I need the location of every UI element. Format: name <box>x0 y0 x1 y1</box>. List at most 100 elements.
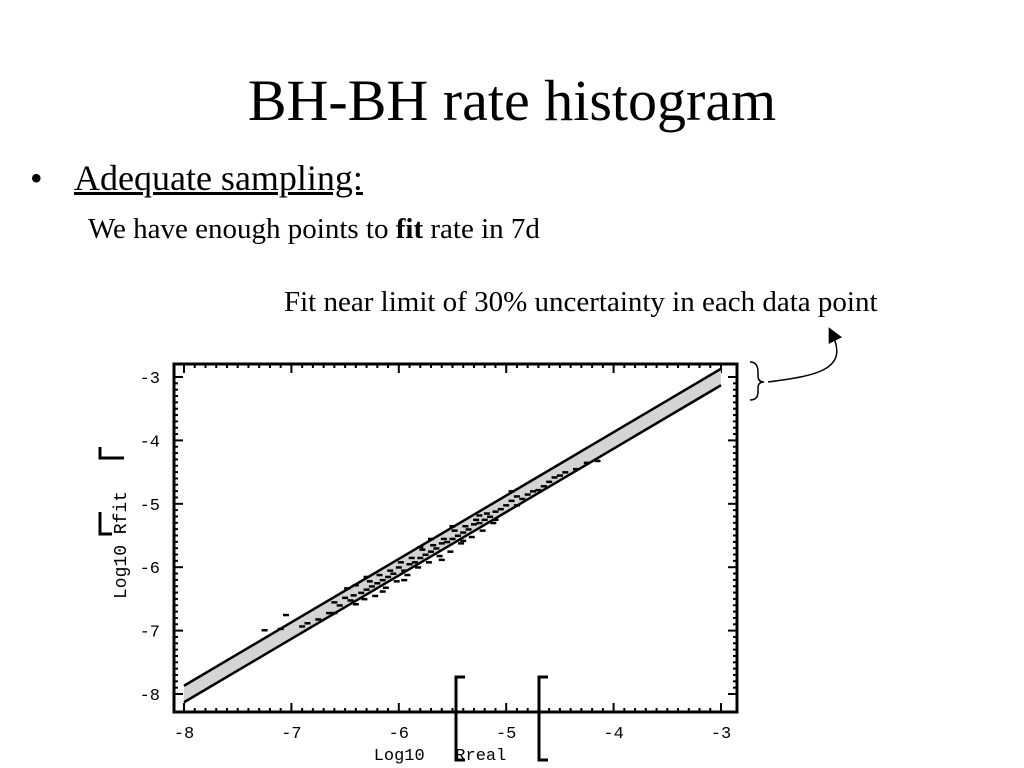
y-tick-label: -5 <box>140 497 160 516</box>
bullet-dot-icon: • <box>30 158 43 198</box>
y-tick-label: -6 <box>140 560 160 579</box>
data-point <box>497 507 504 511</box>
data-point <box>451 529 458 532</box>
data-point <box>363 575 370 579</box>
data-point <box>387 569 394 572</box>
data-point <box>447 550 454 553</box>
bullet-text: Adequate sampling: <box>74 158 363 198</box>
data-point <box>492 518 499 522</box>
data-point <box>535 488 542 492</box>
data-point <box>438 542 445 545</box>
data-point <box>382 586 389 589</box>
data-point <box>583 461 590 465</box>
data-point <box>508 499 515 503</box>
bracket-right-icon <box>537 675 548 762</box>
data-point <box>372 594 379 598</box>
data-point <box>479 529 486 532</box>
bullet-item: • Adequate sampling: <box>30 156 363 200</box>
data-point <box>366 580 373 583</box>
data-point <box>342 596 349 600</box>
data-point <box>513 495 520 498</box>
y-tick-label: -4 <box>140 433 160 452</box>
data-point <box>401 578 408 582</box>
data-point <box>417 556 424 560</box>
bracket-left-icon <box>454 675 465 762</box>
data-point <box>444 540 451 544</box>
data-point <box>326 611 332 615</box>
data-point <box>468 535 475 539</box>
y-tick-label: -7 <box>140 624 160 643</box>
data-point <box>336 604 343 607</box>
data-point <box>415 566 422 569</box>
sub-bullet: We have enough points to fit rate in 7d <box>88 210 540 248</box>
data-point <box>390 572 397 575</box>
data-point <box>397 561 404 564</box>
data-point <box>395 566 402 569</box>
data-point <box>462 525 469 528</box>
data-point <box>379 590 386 593</box>
data-point <box>374 582 381 585</box>
x-tick-label: -7 <box>281 725 301 744</box>
data-point <box>546 480 553 484</box>
data-point <box>368 585 375 588</box>
data-point <box>524 493 531 496</box>
data-point <box>490 521 497 525</box>
data-point <box>376 573 383 577</box>
data-point <box>438 558 445 562</box>
sub-bullet-suffix: rate in 7d <box>423 213 540 245</box>
data-point <box>551 476 558 479</box>
data-point <box>417 545 424 549</box>
sub-bullet-prefix: We have enough points to <box>88 213 396 245</box>
data-point <box>454 534 461 537</box>
data-point <box>530 490 536 493</box>
data-point <box>540 485 547 488</box>
data-point <box>315 618 322 621</box>
data-point <box>404 573 411 577</box>
band-lower-line <box>183 384 722 704</box>
data-point <box>433 547 440 550</box>
x-axis-label: Log10 Rreal <box>374 747 507 766</box>
corner-mark-icon <box>98 512 112 536</box>
y-tick-labels: -3 -4 -5 -6 -7 -8 <box>140 370 160 706</box>
data-point <box>476 521 483 525</box>
annotation-arrow-icon <box>767 327 843 383</box>
data-point <box>419 548 426 551</box>
data-point <box>385 575 392 579</box>
data-point <box>508 490 515 493</box>
data-point <box>465 528 472 531</box>
data-point <box>406 563 413 566</box>
data-point <box>352 603 359 606</box>
data-point <box>487 515 494 518</box>
data-point <box>519 497 526 501</box>
data-point <box>401 569 408 572</box>
data-points <box>261 459 601 632</box>
x-tick-label: -6 <box>389 725 409 744</box>
data-point <box>594 459 601 463</box>
data-point <box>471 523 477 526</box>
data-point <box>350 594 357 597</box>
data-point <box>449 525 456 528</box>
data-point <box>344 587 351 590</box>
data-point <box>483 512 490 515</box>
data-point <box>476 514 483 517</box>
data-point <box>556 474 563 477</box>
data-point <box>428 537 434 541</box>
y-tick-label: -3 <box>140 370 160 389</box>
data-point <box>411 561 418 564</box>
data-point <box>449 537 456 541</box>
data-point <box>331 611 338 615</box>
data-point <box>379 578 386 582</box>
data-point <box>562 471 569 474</box>
data-point <box>363 588 370 591</box>
data-point <box>425 561 432 564</box>
data-point <box>513 504 520 507</box>
tick-marks <box>174 364 737 712</box>
data-point <box>283 613 289 617</box>
data-point <box>428 550 434 553</box>
data-point <box>277 627 284 631</box>
data-point <box>347 599 354 602</box>
data-point <box>473 518 480 522</box>
data-point <box>503 504 510 507</box>
corner-mark-icon <box>98 447 124 460</box>
